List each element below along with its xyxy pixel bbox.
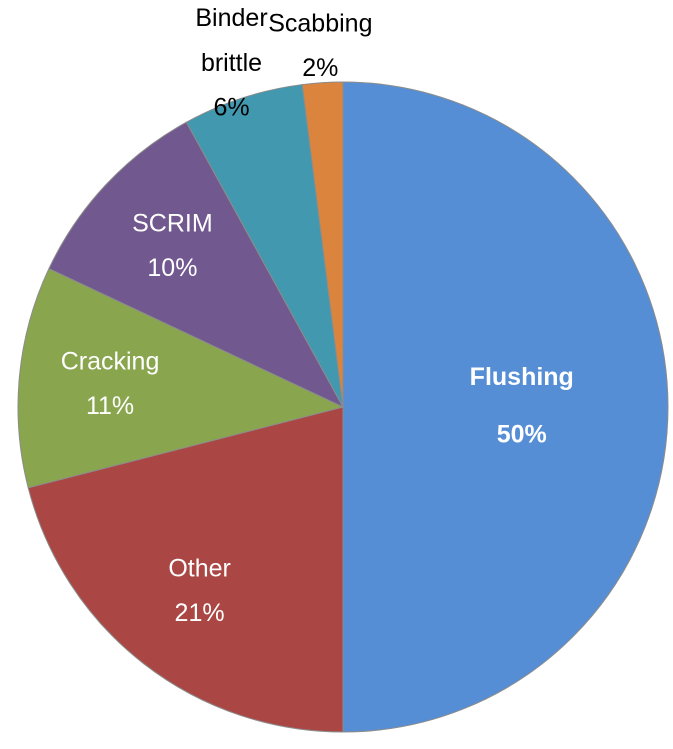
slice-label: Other bbox=[168, 554, 231, 582]
pie-slice bbox=[27, 406, 344, 733]
slice-value-label: 6% bbox=[213, 94, 249, 122]
slice-label: Cracking bbox=[61, 347, 160, 375]
slice-label: Binder brittle bbox=[195, 4, 267, 77]
pie-slice bbox=[48, 121, 345, 409]
pie-slice bbox=[301, 81, 344, 408]
pie-slice bbox=[17, 267, 345, 489]
pie-slice bbox=[185, 84, 344, 408]
slice-value-label: 10% bbox=[147, 254, 197, 282]
slice-label: Scabbing bbox=[268, 9, 372, 37]
slice-value-label: 50% bbox=[497, 421, 547, 449]
slice-value-label: 2% bbox=[302, 54, 338, 82]
pie-slice bbox=[342, 81, 669, 733]
slice-value-label: 21% bbox=[175, 599, 225, 627]
slice-label: SCRIM bbox=[132, 209, 213, 237]
slice-value-label: 11% bbox=[86, 392, 134, 420]
slice-label: Flushing bbox=[470, 363, 574, 391]
